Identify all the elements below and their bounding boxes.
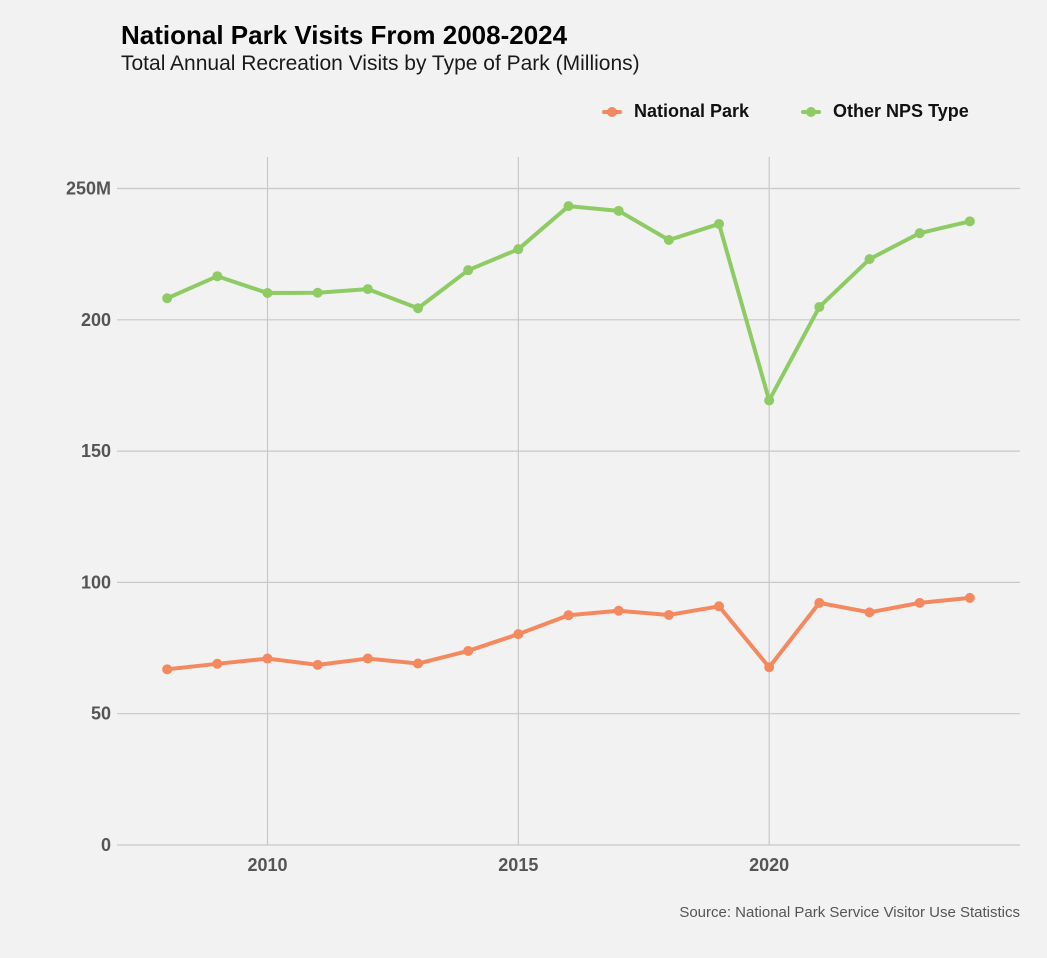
data-point-national-park — [563, 610, 574, 621]
data-point-national-park — [212, 658, 223, 669]
data-point-other-nps-type — [914, 228, 925, 239]
data-point-other-nps-type — [262, 288, 273, 299]
y-tick-label: 200 — [81, 310, 111, 330]
x-tick-label: 2020 — [749, 855, 789, 875]
data-point-other-nps-type — [513, 244, 524, 255]
data-point-other-nps-type — [563, 201, 574, 212]
chart-legend: National Park Other NPS Type — [600, 101, 969, 122]
data-point-other-nps-type — [814, 301, 825, 312]
legend-label-national-park: National Park — [634, 101, 750, 121]
data-point-other-nps-type — [463, 265, 474, 276]
data-point-other-nps-type — [312, 287, 323, 298]
data-point-national-park — [764, 662, 775, 673]
chart-subtitle: Total Annual Recreation Visits by Type o… — [121, 52, 640, 75]
y-tick-label: 150 — [81, 441, 111, 461]
data-point-national-park — [964, 592, 975, 603]
x-tick-label: 2015 — [498, 855, 538, 875]
data-point-other-nps-type — [764, 395, 775, 406]
data-point-other-nps-type — [212, 271, 223, 282]
legend-key-national-park — [600, 105, 624, 119]
data-point-national-park — [613, 605, 624, 616]
data-point-national-park — [513, 629, 524, 640]
data-point-national-park — [714, 601, 724, 612]
data-point-national-park — [413, 658, 423, 669]
data-point-national-park — [914, 597, 925, 608]
data-point-national-park — [864, 607, 875, 618]
data-point-other-nps-type — [663, 234, 674, 245]
data-point-national-park — [362, 653, 373, 664]
legend-item-other-nps-type: Other NPS Type — [799, 101, 969, 122]
y-tick-label: 0 — [101, 835, 111, 855]
series-line-national-park — [165, 595, 972, 672]
y-tick-label: 50 — [91, 704, 111, 724]
data-point-other-nps-type — [964, 216, 975, 227]
data-point-other-nps-type — [162, 293, 173, 304]
data-point-other-nps-type — [362, 284, 373, 295]
data-point-national-park — [162, 664, 173, 675]
y-tick-label: 100 — [81, 572, 111, 592]
y-tick-label: 250M — [66, 179, 111, 199]
data-point-national-park — [262, 653, 273, 664]
legend-key-other-nps-type — [799, 105, 823, 119]
series-line-other-nps-type — [165, 204, 972, 403]
data-point-other-nps-type — [613, 205, 624, 216]
data-point-other-nps-type — [714, 218, 724, 229]
data-point-national-park — [663, 609, 674, 620]
data-point-other-nps-type — [864, 254, 875, 265]
x-tick-label: 2010 — [247, 855, 287, 875]
data-point-national-park — [814, 597, 825, 608]
legend-label-other-nps-type: Other NPS Type — [833, 101, 969, 121]
data-point-national-park — [463, 645, 474, 656]
data-point-other-nps-type — [413, 303, 423, 314]
data-point-national-park — [312, 659, 323, 670]
source-note: Source: National Park Service Visitor Us… — [679, 904, 1020, 921]
chart-title: National Park Visits From 2008-2024 — [121, 20, 568, 50]
legend-item-national-park: National Park — [600, 101, 749, 122]
